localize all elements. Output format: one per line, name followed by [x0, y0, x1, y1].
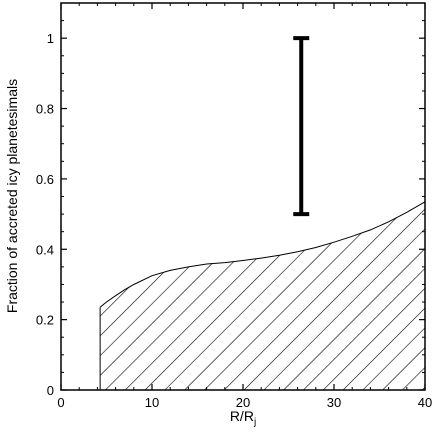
x-tick-label: 10 — [145, 395, 159, 410]
hatched-region-layer — [99, 201, 426, 390]
x-axis-label: R/Rj — [230, 408, 256, 428]
x-tick-label: 20 — [236, 395, 250, 410]
hatched-region-boundary — [99, 201, 426, 308]
y-axis-ticks: 0 0.2 0.4 0.6 0.8 1 — [36, 20, 425, 398]
x-tick-label: 30 — [327, 395, 341, 410]
y-tick-label: 0 — [47, 383, 54, 398]
y-tick-label: 0.2 — [36, 313, 54, 328]
y-tick-label: 1 — [47, 31, 54, 46]
x-tick-label: 40 — [418, 395, 432, 410]
x-tick-label: 0 — [57, 395, 64, 410]
y-tick-label: 0.6 — [36, 172, 54, 187]
y-tick-label: 0.4 — [36, 242, 54, 257]
error-bar-layer — [293, 36, 310, 217]
y-axis-label: Fraction of accreted icy planetesimals — [4, 79, 20, 313]
x-axis-label-main: R/R — [230, 408, 254, 424]
y-tick-label: 0.8 — [36, 102, 54, 117]
hatched-region-fill — [100, 201, 425, 390]
x-axis-label-subscript: j — [253, 417, 256, 428]
x-axis-ticks: 0 10 20 30 40 — [57, 3, 432, 410]
